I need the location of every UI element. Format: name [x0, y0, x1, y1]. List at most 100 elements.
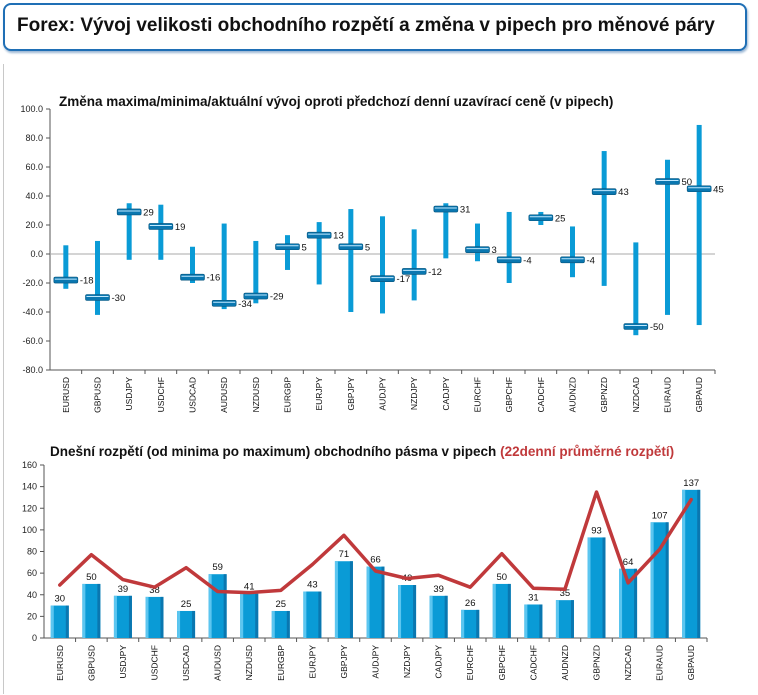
chart1-range-bar [380, 216, 385, 314]
chart2-category-label: GBPCHF [497, 645, 507, 680]
chart2-bar-shade [444, 595, 448, 638]
chart1-range-bar [633, 242, 639, 336]
page-header: Forex: Vývoj velikosti obchodního rozpět… [3, 3, 747, 51]
chart1-category-label: GBPCHF [504, 377, 514, 412]
chart1-category-label: EURCHF [473, 377, 483, 412]
chart1-value-label: -16 [207, 273, 221, 284]
chart1-category-label: CADJPY [441, 377, 451, 411]
chart1-value-label: -34 [238, 299, 252, 310]
chart2-bar-shade [286, 610, 290, 638]
chart1-range-bar [316, 222, 322, 285]
chart1-category-label: GBPUSD [93, 377, 103, 413]
chart2-bar-highlight [82, 583, 86, 638]
chart1-value-label: 25 [555, 213, 566, 224]
chart1-value-label: -50 [650, 322, 664, 333]
chart1-range-bar [411, 229, 417, 301]
chart2-category-label: GBPAUD [686, 645, 696, 680]
chart2-bar [50, 605, 69, 638]
chart1-category-label: AUDNZD [568, 377, 578, 412]
chart2-bar [429, 595, 448, 638]
chart1-category-label: NZDUSD [251, 377, 261, 412]
chart1-value-label: -12 [428, 267, 442, 278]
chart2-category-label: EURAUD [655, 645, 665, 681]
chart1-ytick-label: 100.0 [20, 104, 43, 114]
chart2-title: Dnešní rozpětí (od minima po maximum) ob… [50, 444, 674, 459]
chart2-bar [145, 596, 164, 638]
chart1-range-bar [126, 203, 132, 260]
chart1-category-label: USDCHF [156, 377, 166, 412]
chart2-bar [82, 583, 101, 638]
chart2-bar-shade [634, 568, 638, 638]
chart2-category-label: NZDCAD [623, 645, 633, 680]
chart2-value-label: 25 [275, 599, 286, 610]
chart1-category-label: EURJPY [314, 377, 324, 411]
chart2-ytick-label: 20 [27, 611, 37, 621]
chart1-range-bar [348, 209, 354, 312]
chart2-bar-shade [128, 595, 132, 638]
chart1-value-label: 5 [302, 242, 307, 253]
chart2-bar-highlight [682, 489, 686, 638]
chart2-bar [303, 591, 322, 638]
chart1-ytick-label: -40.0 [22, 307, 43, 317]
chart1-value-label: -18 [80, 276, 94, 287]
chart1-range-bar [570, 226, 575, 278]
chart2-bar-highlight [113, 595, 117, 638]
chart2-bar [334, 561, 353, 638]
chart1-value-label: -17 [397, 274, 411, 285]
chart2-category-label: NZDJPY [402, 645, 412, 678]
chart2-average-line [58, 490, 693, 595]
chart2-bar [524, 604, 543, 638]
chart2-ytick-label: 40 [27, 590, 37, 600]
chart2-category-label: CADJPY [434, 645, 444, 679]
chart1-value-label: 13 [333, 231, 344, 242]
chart2-value-label: 26 [465, 598, 476, 609]
chart2-value-label: 93 [591, 525, 602, 536]
chart2-category-label: GBPJPY [339, 645, 349, 679]
chart2-category-label: CADCHF [528, 645, 538, 680]
page-title: Forex: Vývoj velikosti obchodního rozpět… [17, 15, 715, 36]
chart1-category-label: AUDJPY [378, 377, 388, 411]
chart2-ytick-label: 160 [22, 460, 37, 470]
chart2-value-label: 137 [683, 478, 699, 489]
chart2-value-label: 50 [86, 572, 97, 583]
chart1-category-label: CADCHF [536, 377, 546, 412]
chart2-bar-highlight [524, 604, 528, 638]
chart2-ytick-label: 0 [32, 633, 37, 643]
chart2-category-label: AUDNZD [560, 645, 570, 680]
chart1-range-bar [158, 204, 164, 260]
chart1-range-bar [665, 159, 670, 315]
chart2-bar-shade [255, 593, 259, 638]
chart1-range-bar [443, 203, 449, 259]
charts-panel [3, 64, 748, 694]
chart1-ytick-label: 80.0 [25, 133, 43, 143]
chart2-category-label: AUDJPY [371, 645, 381, 679]
chart2-bar [271, 610, 290, 638]
chart1-category-label: USDCAD [188, 377, 198, 413]
chart1-title: Změna maxima/minima/aktuální vývoj oprot… [59, 94, 614, 109]
chart2-category-label: EURCHF [465, 645, 475, 680]
chart1-range-bar [475, 223, 480, 262]
chart2-bar [366, 566, 385, 638]
chart2-bar-shade [413, 585, 417, 638]
chart2-bar-shade [602, 537, 606, 638]
chart2-value-label: 64 [623, 557, 634, 568]
chart2-bar-shade [65, 605, 69, 638]
chart1-value-label: -30 [112, 293, 126, 304]
chart1-category-label: AUDUSD [219, 377, 229, 413]
chart1-value-label: -29 [270, 292, 284, 303]
chart2-value-label: 25 [181, 599, 192, 610]
chart2-value-label: 50 [496, 572, 507, 583]
chart2-title-highlight: (22denní průměrné rozpětí) [500, 444, 675, 459]
chart2-ytick-label: 80 [27, 547, 37, 557]
chart2-bar-highlight [461, 609, 465, 638]
chart2-value-label: 31 [528, 592, 539, 603]
chart1-value-label: 5 [365, 242, 370, 253]
chart1-range-bar [506, 211, 512, 283]
chart2-ytick-label: 60 [27, 568, 37, 578]
chart1-category-label: NZDCAD [631, 377, 641, 412]
chart2-value-label: 59 [212, 562, 223, 573]
chart2-bar-highlight [334, 561, 338, 638]
chart2-bar-highlight [177, 610, 181, 638]
chart2-category-label: EURUSD [55, 645, 65, 681]
